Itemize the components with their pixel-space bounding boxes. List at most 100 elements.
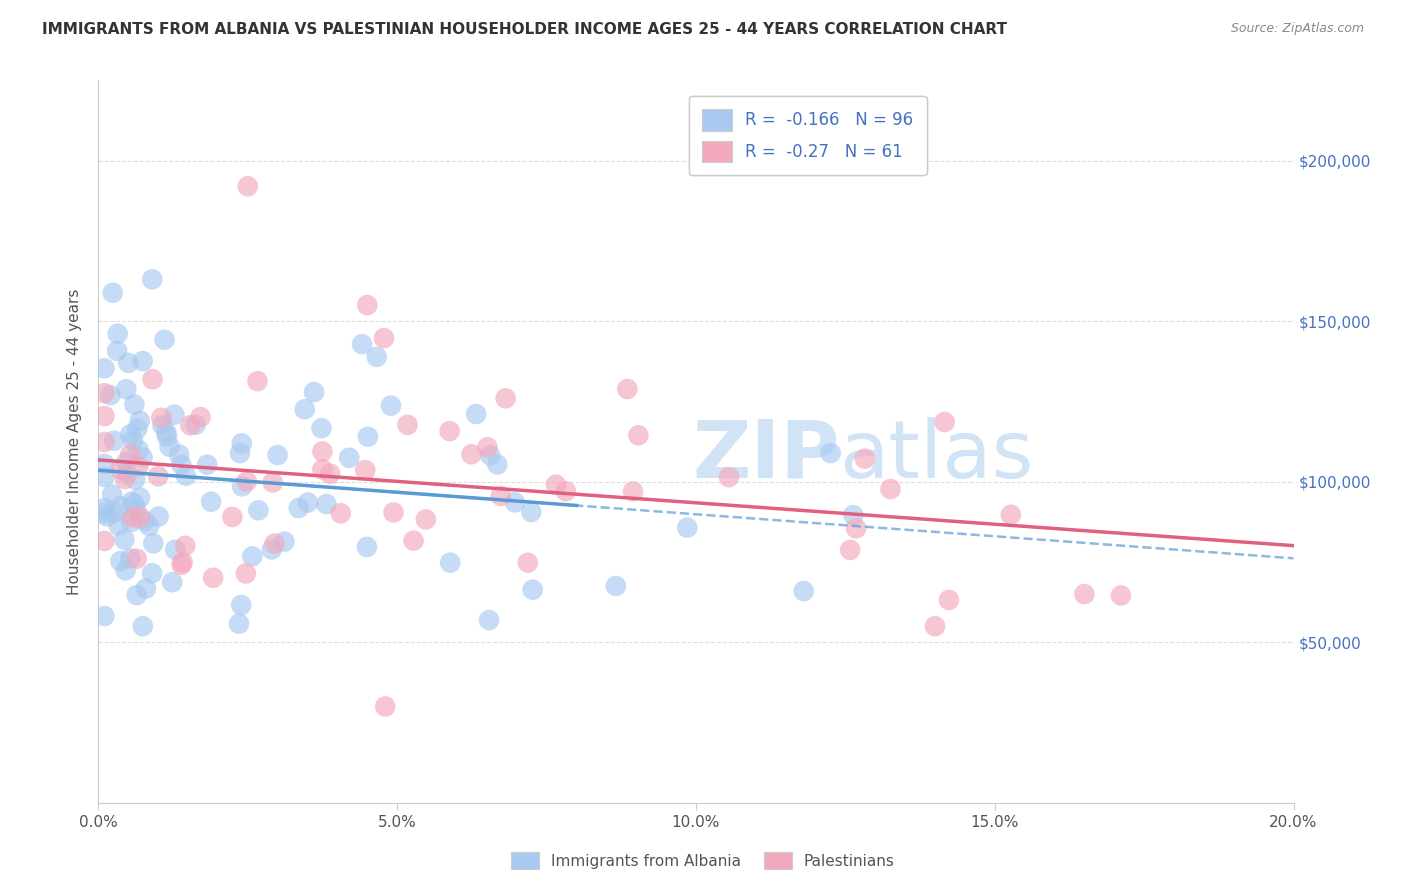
Point — [676, 520, 699, 534]
Point — [114, 533, 136, 547]
Point — [337, 450, 360, 465]
Point — [263, 536, 285, 550]
Point — [105, 343, 128, 358]
Point — [352, 337, 374, 351]
Point — [247, 503, 270, 517]
Legend: R =  -0.166   N = 96, R =  -0.27   N = 61: R = -0.166 N = 96, R = -0.27 N = 61 — [689, 95, 927, 176]
Point — [228, 616, 250, 631]
Point — [124, 398, 146, 412]
Point — [159, 440, 181, 454]
Point — [120, 427, 142, 442]
Point — [131, 450, 153, 465]
Point — [231, 479, 253, 493]
Point — [842, 508, 865, 523]
Point — [127, 422, 149, 436]
Point — [167, 447, 190, 461]
Point — [115, 467, 138, 481]
Point — [231, 598, 253, 612]
Point — [120, 448, 142, 462]
Point — [380, 399, 402, 413]
Point — [235, 475, 257, 489]
Point — [621, 484, 644, 499]
Point — [110, 554, 132, 568]
Point — [357, 430, 380, 444]
Point — [120, 515, 142, 529]
Point — [938, 593, 960, 607]
Point — [101, 285, 124, 300]
Point — [107, 326, 129, 341]
Point — [184, 417, 207, 432]
Point — [262, 475, 284, 490]
Point — [165, 542, 187, 557]
Point — [101, 487, 124, 501]
Point — [479, 449, 502, 463]
Point — [121, 495, 143, 509]
Point — [879, 482, 901, 496]
Point — [1000, 508, 1022, 522]
Point — [174, 468, 197, 483]
Point — [93, 501, 115, 516]
Point — [315, 497, 337, 511]
Point — [174, 539, 197, 553]
Point — [124, 472, 146, 486]
Point — [129, 491, 152, 505]
Point — [98, 388, 121, 402]
Point — [516, 556, 538, 570]
Point — [115, 382, 138, 396]
Point — [415, 512, 437, 526]
Point — [465, 407, 488, 421]
Point — [125, 503, 148, 517]
Y-axis label: Householder Income Ages 25 - 44 years: Householder Income Ages 25 - 44 years — [67, 288, 83, 595]
Point — [382, 505, 405, 519]
Point — [373, 331, 395, 345]
Point — [163, 408, 186, 422]
Point — [93, 409, 115, 423]
Point — [240, 549, 263, 564]
Point — [114, 472, 136, 486]
Point — [520, 505, 543, 519]
Point — [354, 463, 377, 477]
Point — [273, 534, 295, 549]
Point — [142, 536, 165, 550]
Point — [302, 385, 325, 400]
Point — [221, 510, 243, 524]
Point — [120, 551, 142, 566]
Point — [627, 428, 650, 442]
Point — [200, 494, 222, 508]
Point — [131, 354, 153, 368]
Point — [127, 459, 149, 474]
Point — [717, 470, 740, 484]
Point — [93, 457, 115, 471]
Point — [103, 506, 125, 520]
Point — [229, 446, 252, 460]
Legend: Immigrants from Albania, Palestinians: Immigrants from Albania, Palestinians — [505, 846, 901, 875]
Point — [107, 518, 129, 533]
Point — [93, 470, 115, 484]
Point — [460, 447, 482, 461]
Point — [202, 571, 225, 585]
Point — [93, 434, 115, 449]
Point — [266, 448, 288, 462]
Point — [503, 495, 526, 509]
Point — [172, 555, 194, 569]
Point — [96, 509, 118, 524]
Point — [235, 566, 257, 581]
Point — [486, 458, 509, 472]
Point — [319, 467, 342, 481]
Point — [924, 619, 946, 633]
Point — [356, 298, 378, 312]
Point — [934, 415, 956, 429]
Point — [141, 272, 163, 286]
Point — [478, 613, 501, 627]
Point — [103, 434, 125, 448]
Text: Source: ZipAtlas.com: Source: ZipAtlas.com — [1230, 22, 1364, 36]
Point — [522, 582, 544, 597]
Point — [110, 500, 132, 514]
Point — [246, 374, 269, 388]
Point — [294, 402, 316, 417]
Point — [141, 566, 163, 581]
Point — [128, 414, 150, 428]
Point — [495, 392, 517, 406]
Text: IMMIGRANTS FROM ALBANIA VS PALESTINIAN HOUSEHOLDER INCOME AGES 25 - 44 YEARS COR: IMMIGRANTS FROM ALBANIA VS PALESTINIAN H… — [42, 22, 1007, 37]
Point — [195, 458, 218, 472]
